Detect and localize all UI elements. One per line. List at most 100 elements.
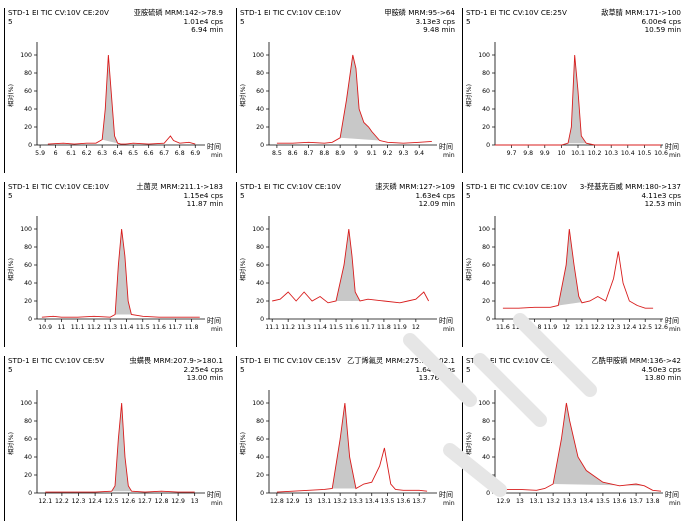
- x-axis-unit: min: [669, 500, 681, 507]
- y-tick-label: 20: [256, 472, 264, 479]
- y-tick-label: 0: [260, 142, 264, 149]
- x-tick-label: 9.7: [507, 150, 517, 157]
- y-tick-label: 60: [256, 436, 264, 443]
- x-axis-unit: min: [443, 152, 455, 159]
- x-axis-unit: min: [669, 152, 681, 159]
- x-tick-label: 11.7: [168, 324, 182, 331]
- x-tick-label: 9.9: [540, 150, 550, 157]
- y-tick-label: 60: [24, 262, 32, 269]
- peak-area: [340, 55, 380, 141]
- x-axis-unit: min: [669, 326, 681, 333]
- x-tick-label: 11.2: [281, 324, 295, 331]
- y-tick-label: 20: [24, 124, 32, 131]
- x-tick-label: 12.4: [88, 498, 102, 505]
- x-tick-label: 6.2: [82, 150, 92, 157]
- x-tick-label: 11.9: [543, 324, 557, 331]
- x-tick-label: 13.3: [349, 498, 363, 505]
- x-tick-label: 13.1: [317, 498, 331, 505]
- peak-area: [553, 403, 644, 486]
- x-tick-label: 12.2: [591, 324, 605, 331]
- x-tick-label: 13.4: [365, 498, 379, 505]
- x-tick-label: 11.5: [329, 324, 343, 331]
- y-tick-label: 100: [478, 226, 490, 233]
- y-tick-label: 40: [482, 280, 490, 287]
- x-tick-label: 13.4: [579, 498, 593, 505]
- x-tick-label: 6.9: [190, 150, 200, 157]
- x-axis-unit: min: [211, 152, 223, 159]
- peak-area: [112, 403, 132, 491]
- x-tick-label: 13.6: [396, 498, 410, 505]
- x-tick-label: 8.8: [319, 150, 329, 157]
- y-axis-label: 相对(%): [239, 258, 247, 281]
- x-tick-label: 11.8: [528, 324, 542, 331]
- y-tick-label: 20: [256, 124, 264, 131]
- y-tick-label: 0: [260, 490, 264, 497]
- y-tick-label: 40: [24, 454, 32, 461]
- x-tick-label: 6.7: [159, 150, 169, 157]
- x-tick-label: 12: [412, 324, 420, 331]
- x-tick-label: 9: [354, 150, 358, 157]
- y-tick-label: 80: [256, 70, 264, 77]
- x-tick-label: 9.8: [523, 150, 533, 157]
- y-tick-label: 20: [482, 298, 490, 305]
- y-tick-label: 100: [20, 400, 32, 407]
- y-tick-label: 0: [486, 316, 490, 323]
- x-tick-label: 11.7: [361, 324, 375, 331]
- x-axis-label: 时间: [207, 490, 221, 499]
- y-tick-label: 20: [482, 472, 490, 479]
- x-tick-label: 8.5: [272, 150, 282, 157]
- x-tick-label: 13: [191, 498, 199, 505]
- chromatogram-line: [48, 55, 195, 144]
- y-tick-label: 80: [24, 418, 32, 425]
- x-tick-label: 11.2: [87, 324, 101, 331]
- y-tick-label: 0: [28, 490, 32, 497]
- y-tick-label: 60: [256, 262, 264, 269]
- x-tick-label: 10: [557, 150, 565, 157]
- y-tick-label: 40: [482, 454, 490, 461]
- x-tick-label: 12.9: [496, 498, 510, 505]
- x-tick-label: 12.1: [38, 498, 52, 505]
- y-axis-label: 相对(%): [465, 258, 473, 281]
- x-tick-label: 12.4: [622, 324, 636, 331]
- y-tick-label: 100: [478, 52, 490, 59]
- x-tick-label: 6.3: [97, 150, 107, 157]
- x-axis-label: 时间: [207, 142, 221, 151]
- x-tick-label: 13.7: [412, 498, 426, 505]
- x-tick-label: 12.3: [607, 324, 621, 331]
- x-tick-label: 6.6: [144, 150, 154, 157]
- x-tick-label: 13.8: [646, 498, 660, 505]
- y-tick-label: 60: [256, 88, 264, 95]
- x-tick-label: 5.9: [35, 150, 45, 157]
- x-tick-label: 10.5: [638, 150, 652, 157]
- x-tick-label: 6.8: [175, 150, 185, 157]
- x-tick-label: 11: [57, 324, 65, 331]
- y-axis-label: 相对(%): [239, 84, 247, 107]
- x-tick-label: 13.5: [381, 498, 395, 505]
- x-tick-label: 12.5: [105, 498, 119, 505]
- x-tick-label: 6.1: [66, 150, 76, 157]
- y-tick-label: 20: [256, 298, 264, 305]
- x-axis-label: 时间: [439, 490, 453, 499]
- x-tick-label: 12.7: [138, 498, 152, 505]
- x-tick-label: 9.2: [383, 150, 393, 157]
- y-tick-label: 100: [20, 52, 32, 59]
- y-tick-label: 80: [482, 70, 490, 77]
- x-tick-label: 9.1: [367, 150, 377, 157]
- y-tick-label: 80: [482, 418, 490, 425]
- x-tick-label: 11.6: [152, 324, 166, 331]
- y-tick-label: 40: [256, 280, 264, 287]
- x-tick-label: 6.4: [113, 150, 123, 157]
- y-tick-label: 20: [24, 472, 32, 479]
- x-tick-label: 6: [54, 150, 58, 157]
- x-tick-label: 12.8: [270, 498, 284, 505]
- x-tick-label: 11.8: [185, 324, 199, 331]
- x-tick-label: 12.9: [286, 498, 300, 505]
